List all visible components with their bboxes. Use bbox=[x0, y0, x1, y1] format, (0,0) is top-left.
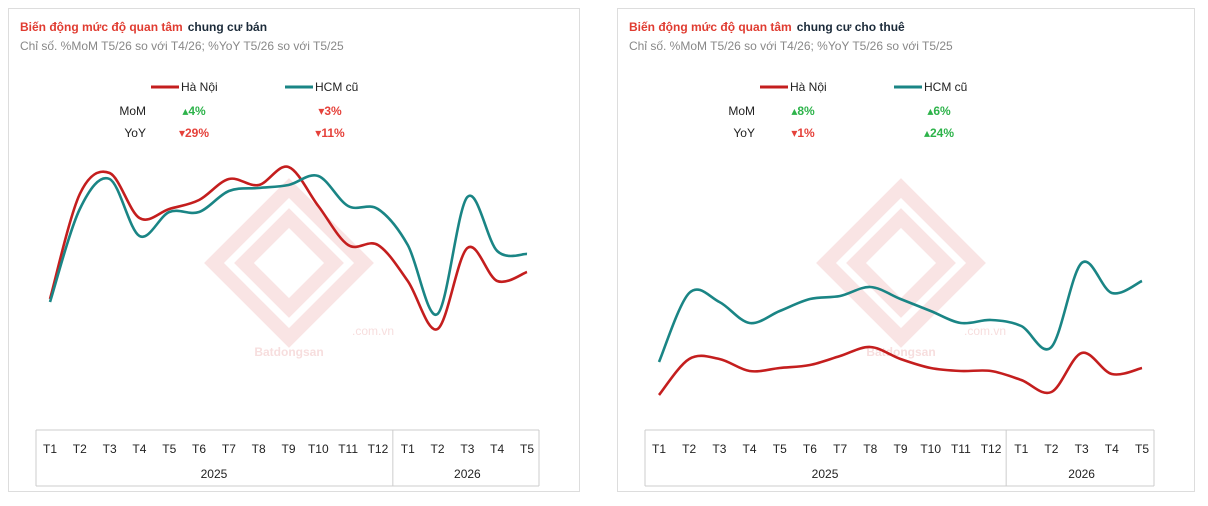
stat-label: MoM bbox=[728, 104, 755, 118]
watermark-sub: .com.vn bbox=[352, 324, 394, 338]
title-main: chung cư cho thuê bbox=[797, 20, 905, 34]
title-lead: Biến động mức độ quan tâm bbox=[20, 20, 183, 34]
x-tick-label: T2 bbox=[431, 442, 445, 456]
x-tick-label: T1 bbox=[43, 442, 57, 456]
series-line bbox=[48, 174, 528, 316]
stat-value: ▴4% bbox=[182, 104, 206, 118]
stat-value: ▴8% bbox=[791, 104, 815, 118]
x-tick-label: T10 bbox=[920, 442, 941, 456]
x-tick-label: T4 bbox=[1105, 442, 1119, 456]
x-tick-label: T5 bbox=[773, 442, 787, 456]
panel-border bbox=[617, 8, 1195, 492]
series-line bbox=[48, 165, 528, 331]
x-tick-label: T1 bbox=[1014, 442, 1028, 456]
x-tick-label: T5 bbox=[520, 442, 534, 456]
chart-panel: Biến động mức độ quan tâm chung cư cho th… bbox=[617, 8, 1195, 492]
chart-subtitle: Chỉ số. %MoM T5/26 so với T4/26; %YoY T5… bbox=[20, 39, 344, 53]
stat-value: ▾29% bbox=[179, 126, 209, 140]
x-tick-label: T1 bbox=[652, 442, 666, 456]
x-tick-label: T6 bbox=[803, 442, 817, 456]
panel-border bbox=[8, 8, 580, 492]
title-main: chung cư bán bbox=[188, 20, 267, 34]
x-tick-label: T2 bbox=[73, 442, 87, 456]
x-tick-label: T12 bbox=[981, 442, 1002, 456]
x-tick-label: T4 bbox=[490, 442, 504, 456]
watermark: Batdongsan bbox=[254, 345, 323, 359]
x-tick-label: T9 bbox=[893, 442, 907, 456]
x-tick-label: T4 bbox=[743, 442, 757, 456]
x-tick-label: T8 bbox=[252, 442, 266, 456]
x-tick-label: T12 bbox=[368, 442, 389, 456]
stat-label: MoM bbox=[119, 104, 146, 118]
stat-label: YoY bbox=[733, 126, 755, 140]
legend-label: HCM cũ bbox=[924, 80, 967, 94]
x-tick-label: T10 bbox=[308, 442, 329, 456]
watermark-sub: .com.vn bbox=[964, 324, 1006, 338]
x-group-label: 2025 bbox=[201, 467, 228, 481]
watermark: Batdongsan bbox=[866, 345, 935, 359]
x-tick-label: T7 bbox=[833, 442, 847, 456]
stat-label: YoY bbox=[124, 126, 146, 140]
chart-subtitle: Chỉ số. %MoM T5/26 so với T4/26; %YoY T5… bbox=[629, 39, 953, 53]
x-group-label: 2026 bbox=[454, 467, 481, 481]
stat-value: ▾3% bbox=[318, 104, 342, 118]
x-tick-label: T11 bbox=[338, 442, 358, 456]
x-tick-label: T3 bbox=[1075, 442, 1089, 456]
chart-title: Biến động mức độ quan tâm chung cư cho th… bbox=[629, 20, 905, 34]
x-tick-label: T2 bbox=[682, 442, 696, 456]
x-tick-label: T5 bbox=[1135, 442, 1149, 456]
x-tick-label: T3 bbox=[103, 442, 117, 456]
stat-value: ▴6% bbox=[927, 104, 951, 118]
x-group-label: 2025 bbox=[812, 467, 839, 481]
x-tick-label: T7 bbox=[222, 442, 236, 456]
x-tick-label: T1 bbox=[401, 442, 415, 456]
title-lead: Biến động mức độ quan tâm bbox=[629, 20, 792, 34]
stat-value: ▾11% bbox=[315, 126, 345, 140]
series-line bbox=[657, 260, 1143, 363]
x-tick-label: T3 bbox=[712, 442, 726, 456]
watermark-logo bbox=[204, 178, 374, 348]
legend-label: Hà Nội bbox=[790, 80, 827, 94]
x-tick-label: T4 bbox=[132, 442, 146, 456]
stat-value: ▴24% bbox=[924, 126, 954, 140]
x-group-label: 2026 bbox=[1068, 467, 1095, 481]
stat-value: ▾1% bbox=[791, 126, 815, 140]
legend-label: HCM cũ bbox=[315, 80, 358, 94]
x-tick-label: T5 bbox=[162, 442, 176, 456]
x-tick-label: T3 bbox=[460, 442, 474, 456]
x-tick-label: T8 bbox=[863, 442, 877, 456]
chart-panel: Biến động mức độ quan tâm chung cư bán Chỉ… bbox=[8, 8, 580, 492]
x-tick-label: T11 bbox=[951, 442, 971, 456]
series-line bbox=[657, 345, 1143, 396]
x-tick-label: T9 bbox=[281, 442, 295, 456]
x-tick-label: T2 bbox=[1044, 442, 1058, 456]
legend-label: Hà Nội bbox=[181, 80, 218, 94]
chart-title: Biến động mức độ quan tâm chung cư bán bbox=[20, 20, 267, 34]
x-tick-label: T6 bbox=[192, 442, 206, 456]
